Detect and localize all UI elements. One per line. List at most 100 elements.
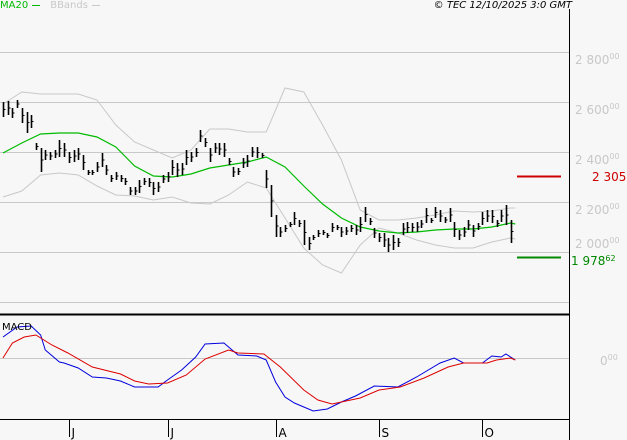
price-bar [162,175,166,183]
price-bar [472,225,476,237]
price-bar [284,225,288,232]
y-tick-label-decimals: 00 [609,101,620,111]
price-bar [110,175,114,182]
price-bar [416,222,420,232]
price-bar [124,178,128,185]
price-bar [434,207,438,218]
price-bar [11,108,15,118]
price-bar [293,212,297,225]
y-tick-label: 2 40000 [575,151,620,167]
bollinger-upper-band [2,87,516,221]
price-bar [58,140,62,157]
price-bar [2,102,6,117]
price-bar [261,153,265,158]
price-bar [303,220,307,245]
price-bar [308,237,312,250]
price-bar [378,233,382,242]
y-tick-label-decimals: 00 [609,51,620,61]
price-bar [143,178,147,185]
price-bar [387,238,391,252]
price-bar [63,143,67,157]
legend-ma20: MA20 [0,0,29,11]
support-level-label-value: 1 978 [571,253,606,268]
price-bar [289,222,293,227]
ma20-swatch [32,5,41,6]
price-bar [204,138,208,147]
bbands-swatch [91,5,100,6]
price-bar [199,130,203,142]
price-bar [430,218,434,223]
price-bar [312,235,316,240]
y-tick-label-decimals: 00 [609,151,620,161]
legend-bbands: BBands [50,0,88,11]
price-bar [49,152,53,160]
price-bar [171,160,175,175]
price-bar [157,182,161,192]
price-bar [505,205,509,225]
price-bar [54,150,58,158]
price-bar [167,172,171,182]
month-label: A [279,426,288,440]
price-bar [251,147,255,157]
price-bar [420,220,424,228]
price-bar [397,238,401,247]
price-bar [87,170,91,175]
y-tick-label: 2 20000 [575,201,620,217]
price-bar [26,112,30,133]
price-bar [7,101,11,115]
price-bar [322,230,326,235]
price-bar [214,143,218,153]
price-bar [317,230,321,237]
y-tick-label-value: 2 400 [575,152,610,167]
price-bar [402,223,406,235]
price-bar [195,148,199,157]
price-bar [82,155,86,170]
price-bar [115,172,119,180]
price-bar [406,222,410,233]
price-bar [105,165,109,175]
price-bar [120,175,124,182]
month-label: J [71,426,76,440]
price-bar [181,163,185,175]
price-bar [21,108,25,123]
price-bar [134,187,138,195]
price-bar [326,233,330,238]
y-tick-label-decimals: 00 [609,235,620,245]
macd-line [2,325,516,412]
ma20-line [2,132,516,234]
price-bar [345,227,349,235]
y-tick-label-value: 2 200 [575,202,610,217]
price-bar [458,230,462,240]
price-bar [148,178,152,187]
price-bar [463,227,467,237]
price-bar [246,155,250,167]
legend: MA20 BBands [0,0,100,11]
price-bar [500,210,504,222]
price-bar [355,225,359,235]
price-bar [77,148,81,160]
price-bar [91,170,95,175]
price-bar [369,218,373,225]
price-bar [275,215,279,237]
price-bar [411,223,415,232]
price-bar [425,208,429,223]
price-bar [336,225,340,230]
price-bar [237,168,241,175]
y-tick-label-decimals: 00 [609,201,620,211]
price-bar [392,235,396,250]
price-bar [383,233,387,247]
price-bar [359,217,363,232]
price-bar [449,208,453,222]
y-tick-label-value: 2 800 [575,52,610,67]
y-tick-label: 2 80000 [575,51,620,67]
price-bar [439,210,443,222]
support-level-label-decimals: 62 [605,253,616,263]
price-bar [16,100,20,108]
y-tick-label-value: 2 000 [575,236,610,251]
price-bar [340,227,344,237]
price-bar [218,143,222,155]
price-bar [232,167,236,177]
month-label: J [170,426,175,440]
month-label: O [485,426,494,440]
